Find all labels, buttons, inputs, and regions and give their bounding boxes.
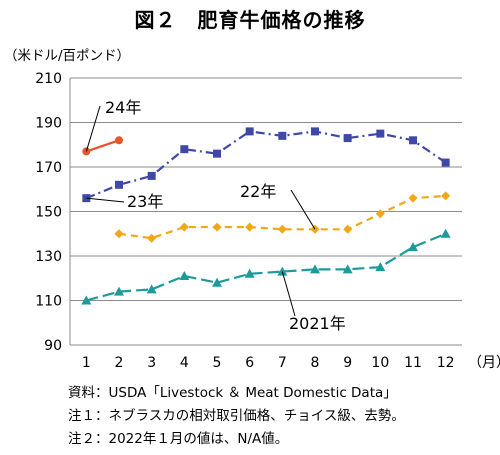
data-point xyxy=(115,136,123,145)
data-point xyxy=(115,180,123,189)
leader-line xyxy=(85,105,101,152)
data-point xyxy=(278,131,287,140)
data-point xyxy=(179,222,189,232)
series-24年 xyxy=(82,136,123,156)
x-tick-label: 7 xyxy=(278,355,287,371)
data-point xyxy=(343,224,353,234)
x-tick-label: 12 xyxy=(437,355,455,371)
data-point xyxy=(179,271,190,281)
y-tick-label: 190 xyxy=(35,116,62,132)
x-tick-label: 4 xyxy=(180,355,189,371)
y-tick-label: 110 xyxy=(35,294,62,310)
y-tick-label: 150 xyxy=(35,205,62,221)
series-label: 24年 xyxy=(105,98,141,117)
series-line xyxy=(85,130,447,200)
data-point xyxy=(147,171,156,180)
series-group xyxy=(81,127,451,305)
data-point xyxy=(343,134,352,143)
x-tick-labels: 1 2 3 4 5 6 7 8 9 10 11 12 xyxy=(82,355,455,371)
chart-notes: 資料：USDA「Livestock ＆ Meat Domestic Data」 … xyxy=(68,382,405,451)
data-point xyxy=(375,209,385,219)
data-point xyxy=(180,145,189,154)
note-2: 注２：2022年１月の値は、N/A値。 xyxy=(68,431,289,447)
y-tick-label: 90 xyxy=(44,338,62,354)
data-point xyxy=(114,229,124,239)
series-22年 xyxy=(114,191,451,243)
y-tick-label: 210 xyxy=(35,71,62,87)
y-tick-label: 130 xyxy=(35,249,62,265)
chart-title: 図２ 肥育牛価格の推移 xyxy=(134,8,366,32)
series-label: 2021年 xyxy=(289,314,346,333)
data-point xyxy=(342,264,353,274)
data-point xyxy=(408,242,418,252)
series-line xyxy=(86,232,447,302)
leader-line xyxy=(290,189,316,230)
y-tick-label: 170 xyxy=(35,160,62,176)
series-labels: 24年 23年 22年 2021年 xyxy=(85,98,346,333)
leader-line xyxy=(281,271,296,317)
y-axis-label: （米ドル/百ポンド） xyxy=(4,48,130,64)
data-point xyxy=(244,268,255,278)
x-tick-label: 8 xyxy=(311,355,320,371)
y-tick-labels: 90 110 130 150 170 190 210 xyxy=(35,71,62,354)
series-line xyxy=(118,194,446,240)
data-point xyxy=(213,149,221,158)
series-line xyxy=(85,139,120,153)
data-point xyxy=(311,127,319,136)
x-tick-label: 5 xyxy=(213,355,222,371)
leader-line xyxy=(86,197,125,203)
data-point xyxy=(409,136,417,145)
data-point xyxy=(277,224,287,234)
data-point xyxy=(375,262,386,272)
data-point xyxy=(245,127,254,136)
note-1: 注１：ネブラスカの相対取引価格、チョイス級、去勢。 xyxy=(68,408,405,424)
note-source: 資料：USDA「Livestock ＆ Meat Domestic Data」 xyxy=(68,385,397,401)
x-tick-label: 6 xyxy=(245,355,254,371)
x-tick-label: 2 xyxy=(115,355,124,371)
data-point xyxy=(212,277,222,287)
data-point xyxy=(376,129,385,138)
data-point xyxy=(147,233,157,243)
x-tick-label: 3 xyxy=(147,355,156,371)
data-point xyxy=(146,284,157,294)
x-tick-label: 1 xyxy=(82,355,91,371)
series-label: 22年 xyxy=(240,182,276,201)
grid-lines xyxy=(70,77,462,301)
data-point xyxy=(212,222,222,232)
data-point xyxy=(245,222,255,232)
data-point xyxy=(440,228,451,238)
data-point xyxy=(441,158,450,167)
data-point xyxy=(310,264,320,274)
series-label: 23年 xyxy=(127,192,163,211)
x-tick-label: 10 xyxy=(371,355,389,371)
series-2021年 xyxy=(81,228,451,305)
data-point xyxy=(277,266,288,276)
axes xyxy=(69,78,462,346)
data-point xyxy=(441,191,451,201)
x-axis-label: （月） xyxy=(468,355,500,371)
data-point xyxy=(408,193,418,203)
data-point xyxy=(114,286,124,296)
x-tick-label: 9 xyxy=(343,355,352,371)
x-tick-label: 11 xyxy=(404,355,422,371)
data-point xyxy=(81,295,92,305)
series-23年 xyxy=(82,127,450,203)
